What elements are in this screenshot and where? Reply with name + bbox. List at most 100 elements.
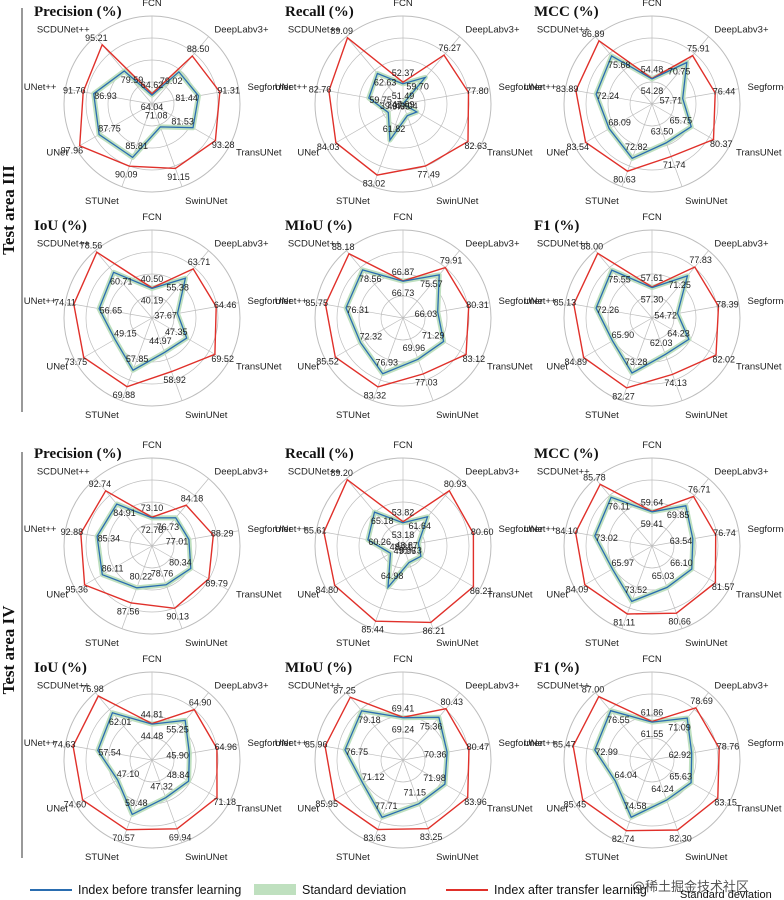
data-label: 83.12 bbox=[463, 354, 486, 364]
radar-panel: FCN DeepLabv3+ Segformer TransUNet SwinUNet S… bbox=[524, 0, 784, 207]
data-label: 64.04 bbox=[141, 102, 164, 112]
data-label: 80.93 bbox=[444, 479, 467, 489]
grid-spoke bbox=[316, 302, 404, 319]
data-label: 82.02 bbox=[713, 355, 736, 365]
data-label: 59.64 bbox=[641, 497, 664, 507]
data-label: 61.86 bbox=[641, 708, 664, 718]
data-label: 71.12 bbox=[362, 772, 385, 782]
data-label: 75.68 bbox=[608, 60, 631, 70]
axis-label-transunet: TransUNet bbox=[736, 804, 782, 815]
data-label: 69.94 bbox=[169, 832, 192, 842]
axis-label-stunet: STUNet bbox=[585, 410, 619, 421]
data-label: 72.24 bbox=[597, 91, 620, 101]
series-line-after bbox=[328, 36, 470, 176]
axis-label-segformer: Segformer bbox=[499, 82, 543, 93]
radar-panel: FCN DeepLabv3+ Segformer TransUNet SwinUNet S… bbox=[524, 440, 784, 649]
series-line-before bbox=[98, 271, 188, 372]
data-label: 72.99 bbox=[595, 747, 618, 757]
data-label: 82.76 bbox=[309, 84, 332, 94]
axis-label-stunet: STUNet bbox=[585, 196, 619, 207]
panel-title: MCC (%) bbox=[534, 446, 599, 462]
grid-spoke bbox=[651, 36, 709, 105]
data-label: 75.91 bbox=[687, 44, 710, 54]
grid-spoke bbox=[346, 250, 404, 319]
data-label: 80.63 bbox=[613, 175, 636, 185]
radar-panel: FCN DeepLabv3+ Segformer TransUNet SwinUNet S… bbox=[275, 0, 543, 207]
data-label: 74.63 bbox=[53, 740, 76, 750]
axis-label-swinunet: SwinUNet bbox=[685, 410, 728, 421]
axis-label-segformer: Segformer bbox=[248, 82, 292, 93]
data-label: 83.32 bbox=[364, 390, 387, 400]
data-label: 89.79 bbox=[205, 578, 228, 588]
grid-spoke bbox=[95, 250, 153, 319]
radar-panel: FCN DeepLabv3+ Segformer TransUNet SwinUNet S… bbox=[275, 440, 543, 649]
data-label: 45.90 bbox=[166, 751, 189, 761]
axis-label-scdunetplusplus: SCDUNet++ bbox=[288, 25, 341, 36]
data-label: 77.03 bbox=[415, 377, 438, 387]
data-label: 83.15 bbox=[714, 798, 737, 808]
data-label: 83.63 bbox=[363, 833, 386, 843]
data-label: 84.89 bbox=[565, 357, 588, 367]
data-label: 86.21 bbox=[423, 626, 446, 636]
data-label: 85.61 bbox=[304, 526, 327, 536]
data-label: 83.89 bbox=[556, 84, 579, 94]
data-label: 72.26 bbox=[597, 305, 620, 315]
data-label: 84.80 bbox=[316, 585, 339, 595]
grid-spoke bbox=[151, 545, 183, 629]
grid-spoke bbox=[402, 88, 490, 105]
data-label: 59.70 bbox=[406, 82, 429, 92]
data-label: 82.74 bbox=[612, 834, 635, 844]
series-line-before bbox=[97, 712, 191, 816]
data-label: 55.38 bbox=[166, 282, 189, 292]
data-label: 48.21 bbox=[390, 542, 413, 552]
data-label: 69.41 bbox=[392, 703, 415, 713]
data-label: 65.63 bbox=[669, 772, 692, 782]
data-label: 64.96 bbox=[215, 742, 238, 752]
data-label: 88.18 bbox=[332, 242, 355, 252]
axis-label-transunet: TransUNet bbox=[736, 148, 782, 159]
axis-label-stunet: STUNet bbox=[336, 638, 370, 649]
grid-spoke bbox=[316, 744, 404, 761]
axis-label-unetplusplus: UNet++ bbox=[524, 738, 557, 749]
grid-spoke bbox=[651, 103, 683, 187]
data-label: 85.78 bbox=[583, 472, 606, 482]
data-label: 71.15 bbox=[404, 787, 427, 797]
panel-title: IoU (%) bbox=[34, 660, 87, 676]
radar-panel: FCN DeepLabv3+ Segformer TransUNet SwinUNet S… bbox=[24, 212, 292, 421]
axis-label-scdunetplusplus: SCDUNet++ bbox=[537, 239, 590, 250]
axis-label-fcn: FCN bbox=[142, 212, 162, 223]
grid-spoke bbox=[65, 530, 153, 547]
data-label: 49.96 bbox=[394, 546, 417, 556]
legend-label-std-overlap: Standard deviation bbox=[680, 889, 772, 900]
axis-label-deeplabv3plus: DeepLabv3+ bbox=[714, 467, 769, 478]
axis-label-swinunet: SwinUNet bbox=[685, 638, 728, 649]
data-label: 54.72 bbox=[654, 311, 677, 321]
grid-spoke bbox=[95, 692, 153, 761]
legend: Index before transfer learning Standard … bbox=[30, 879, 772, 900]
grid-spoke bbox=[621, 103, 653, 187]
axis-label-segformer: Segformer bbox=[748, 738, 784, 749]
grid-spoke bbox=[402, 692, 460, 761]
data-label: 84.91 bbox=[113, 508, 136, 518]
data-label: 53.18 bbox=[392, 530, 415, 540]
axis-label-scdunetplusplus: SCDUNet++ bbox=[537, 467, 590, 478]
axis-label-swinunet: SwinUNet bbox=[685, 852, 728, 863]
axis-label-fcn: FCN bbox=[642, 212, 662, 223]
axis-label-deeplabv3plus: DeepLabv3+ bbox=[714, 25, 769, 36]
panel-title: MCC (%) bbox=[534, 4, 599, 20]
data-label: 71.74 bbox=[663, 160, 686, 170]
data-label: 65.97 bbox=[612, 558, 635, 568]
data-label: 47.32 bbox=[150, 781, 173, 791]
axis-label-transunet: TransUNet bbox=[736, 362, 782, 373]
grid-spoke bbox=[402, 250, 460, 319]
data-label: 90.13 bbox=[166, 612, 189, 622]
data-label: 87.56 bbox=[117, 606, 140, 616]
data-label: 77.49 bbox=[417, 170, 440, 180]
data-label: 73.52 bbox=[625, 585, 648, 595]
data-label: 87.25 bbox=[333, 685, 356, 695]
data-label: 66.03 bbox=[415, 309, 438, 319]
data-label: 85.95 bbox=[315, 799, 338, 809]
data-label: 62.92 bbox=[669, 750, 692, 760]
axis-label-unet: UNet bbox=[46, 590, 68, 601]
data-label: 70.57 bbox=[112, 833, 135, 843]
